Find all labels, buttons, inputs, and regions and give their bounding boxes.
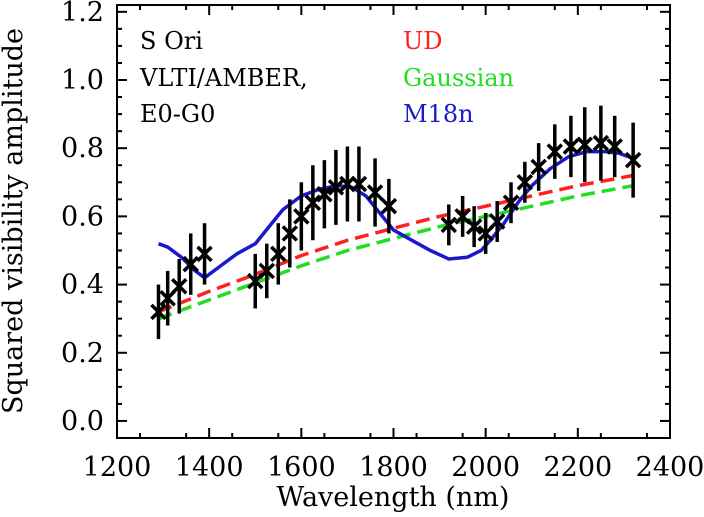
x-marker — [516, 174, 534, 191]
y-tick-label: 1.2 — [61, 0, 104, 28]
series-layer — [157, 149, 634, 321]
series-line-ud — [157, 173, 634, 314]
x-marker — [562, 138, 580, 155]
x-marker — [576, 136, 593, 154]
y-tick-label: 1.0 — [61, 65, 104, 96]
data-point — [380, 178, 398, 234]
data-point — [258, 243, 276, 299]
x-marker — [440, 216, 458, 234]
data-point — [562, 115, 580, 178]
data-point — [502, 182, 520, 224]
x-marker — [258, 262, 276, 280]
data-point — [624, 122, 642, 198]
x-marker — [606, 138, 623, 155]
data-point — [576, 107, 593, 183]
data-point — [592, 105, 610, 181]
y-axis-title: Squared visibility amplitude — [0, 28, 29, 414]
data-point — [339, 146, 356, 222]
x-marker — [150, 303, 167, 321]
x-tick-label: 1600 — [267, 452, 336, 483]
data-point — [270, 223, 287, 285]
data-point — [281, 199, 299, 268]
points-layer — [150, 105, 642, 340]
data-point — [454, 195, 471, 237]
data-point — [366, 158, 384, 227]
series-line-m18n — [157, 149, 634, 280]
data-point — [530, 143, 547, 191]
x-marker — [366, 184, 384, 201]
data-point — [327, 149, 345, 225]
x-marker — [159, 289, 176, 307]
annotation-line-1: S Ori — [140, 27, 203, 55]
x-marker — [316, 185, 333, 203]
data-point — [546, 124, 564, 179]
x-marker — [488, 213, 506, 230]
x-axis-title: Wavelength (nm) — [277, 482, 510, 513]
data-point — [304, 165, 322, 241]
annotation-line-3: E0-G0 — [140, 100, 215, 128]
x-marker — [170, 278, 188, 295]
y-tick-label: 0.6 — [61, 201, 104, 232]
series-line-gaussian — [157, 183, 634, 321]
x-marker — [304, 194, 322, 211]
data-point — [516, 161, 534, 203]
x-tick-label: 2000 — [451, 452, 520, 483]
x-marker — [477, 225, 494, 242]
y-tick-label: 0.0 — [61, 406, 104, 437]
legend-entry-m18n: M18n — [403, 100, 474, 128]
x-marker — [465, 218, 483, 235]
data-point — [440, 204, 458, 246]
x-marker — [502, 194, 520, 211]
x-marker — [182, 255, 199, 273]
data-point — [606, 115, 623, 178]
y-tick-label: 0.8 — [61, 133, 104, 164]
data-point — [477, 212, 494, 254]
data-point — [159, 270, 176, 326]
x-marker — [327, 179, 345, 196]
x-marker — [530, 158, 547, 176]
data-point — [170, 259, 188, 314]
annotation-line-2: VLTI/AMBER, — [139, 64, 308, 92]
x-marker — [281, 225, 299, 242]
data-point — [182, 233, 199, 295]
data-point — [316, 160, 333, 229]
x-tick-label: 2400 — [636, 452, 704, 483]
legend-entry-ud: UD — [403, 27, 442, 55]
x-marker — [196, 245, 213, 263]
x-tick-label: 1400 — [175, 452, 244, 483]
x-marker — [350, 175, 368, 193]
x-marker — [380, 197, 398, 215]
data-point — [488, 201, 506, 242]
x-tick-label: 2200 — [543, 452, 612, 483]
x-marker — [592, 134, 610, 152]
x-marker — [624, 151, 642, 169]
data-point — [293, 182, 310, 251]
x-marker — [270, 245, 287, 263]
x-marker — [293, 208, 310, 225]
x-marker — [546, 143, 564, 160]
data-point — [465, 206, 483, 248]
data-point — [150, 284, 167, 340]
y-tick-label: 0.4 — [61, 270, 104, 301]
y-tick-label: 0.2 — [61, 338, 104, 369]
axes-layer: 1200 1400 1600 1800 2000 2200 2400 0.0 0.2 0.4 0.6… — [61, 0, 704, 483]
legend-entry-gaussian: Gaussian — [403, 64, 514, 92]
data-point — [196, 223, 213, 285]
x-tick-label: 1200 — [83, 452, 152, 483]
data-point — [350, 146, 368, 222]
x-tick-label: 1800 — [359, 452, 428, 483]
